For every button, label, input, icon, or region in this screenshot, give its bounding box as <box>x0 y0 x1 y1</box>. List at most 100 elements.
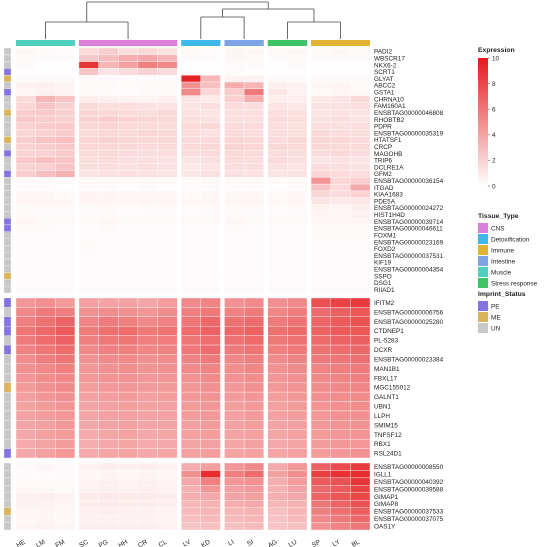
row-label: FOXM1 <box>374 232 396 239</box>
heatmap-cell <box>15 354 36 365</box>
heatmap-cell <box>287 149 308 158</box>
heatmap-cell <box>350 307 371 317</box>
heatmap-cell <box>15 507 36 516</box>
imprint-annotation-un <box>3 492 12 501</box>
heatmap-cell <box>118 122 139 130</box>
heatmap-cell <box>118 170 139 178</box>
row-label: FBXL17 <box>374 375 398 382</box>
heatmap-cell <box>224 363 245 374</box>
heatmap-cell <box>181 61 201 69</box>
heatmap-cell <box>78 514 99 523</box>
heatmap-cell <box>15 115 36 124</box>
heatmap-cell <box>157 129 178 137</box>
tissue-type-legend-swatch <box>478 278 488 288</box>
heatmap-cell <box>157 500 178 508</box>
heatmap-cell <box>55 183 76 192</box>
heatmap-cell <box>157 316 178 327</box>
heatmap-cell <box>137 61 158 69</box>
heatmap-cell <box>98 190 119 198</box>
heatmap-cell <box>350 401 371 412</box>
heatmap-cell <box>310 81 331 90</box>
heatmap-cell <box>243 354 264 365</box>
heatmap-cell <box>200 485 221 493</box>
heatmap-cell <box>98 149 119 158</box>
heatmap-cell <box>15 462 36 471</box>
heatmap-cell <box>118 316 139 327</box>
heatmap-cell <box>15 307 36 317</box>
heatmap-cell <box>330 363 351 374</box>
heatmap-cell <box>15 335 36 346</box>
heatmap-cell <box>224 183 245 192</box>
heatmap-cell <box>224 224 245 232</box>
heatmap-cell <box>310 95 331 103</box>
heatmap-cell <box>157 492 178 501</box>
heatmap-cell <box>181 183 201 192</box>
heatmap-cell <box>200 197 221 205</box>
heatmap-cell <box>15 522 36 531</box>
heatmap-cell <box>310 258 331 266</box>
heatmap-cell <box>55 109 76 117</box>
heatmap-cell <box>243 382 264 393</box>
heatmap-cell <box>98 102 119 110</box>
heatmap-cell <box>350 265 371 273</box>
column-label: LI <box>227 539 235 547</box>
heatmap-cell <box>15 122 36 130</box>
heatmap-cell <box>98 61 119 69</box>
heatmap-cell <box>350 129 371 137</box>
heatmap-cell <box>200 429 221 440</box>
heatmap-cell <box>287 190 308 198</box>
heatmap-cell <box>200 448 221 459</box>
heatmap-cell <box>350 47 371 55</box>
heatmap-cell <box>200 115 221 124</box>
heatmap-cell <box>287 258 308 266</box>
heatmap-cell <box>350 507 371 516</box>
heatmap-cell <box>137 500 158 508</box>
row-label: ENSBTAG00000037531 <box>374 253 444 260</box>
heatmap-cell <box>181 401 201 412</box>
tissue-annotation-muscle <box>16 40 75 46</box>
heatmap-cell <box>15 190 36 198</box>
row-label: ENSBTAG00000023169 <box>374 239 444 246</box>
heatmap-cell <box>243 95 264 103</box>
heatmap-cell <box>310 439 331 449</box>
heatmap-cell <box>200 204 221 212</box>
heatmap-cell <box>200 75 221 83</box>
heatmap-cell <box>224 429 245 440</box>
heatmap-cell <box>157 163 178 171</box>
heatmap-cell <box>118 344 139 355</box>
heatmap-cell <box>15 326 36 336</box>
tissue-type-legend-label: CNS <box>491 226 505 233</box>
heatmap-cell <box>55 204 76 212</box>
tissue-type-legend-swatch <box>478 234 488 244</box>
heatmap-cell <box>287 316 308 327</box>
heatmap-cell <box>330 61 351 69</box>
row-label: TRIP6 <box>374 158 393 165</box>
imprint-annotation-un <box>3 115 12 124</box>
heatmap-cell <box>224 462 245 471</box>
heatmap-cell <box>35 245 56 253</box>
heatmap-cell <box>137 95 158 103</box>
heatmap-cell <box>310 272 331 280</box>
imprint-annotation-un <box>3 500 12 508</box>
heatmap-cell <box>55 391 76 402</box>
heatmap-cell <box>310 217 331 226</box>
heatmap-cell <box>267 81 288 90</box>
heatmap-cell <box>267 477 288 486</box>
row-label: ABCC2 <box>374 83 396 90</box>
tissue-type-legend-label: Muscle <box>491 270 512 277</box>
heatmap-cell <box>350 95 371 103</box>
heatmap-cell <box>137 115 158 124</box>
heatmap-cell <box>243 373 264 383</box>
expression-tick-label: 4 <box>492 132 496 139</box>
heatmap-cell <box>267 251 288 260</box>
imprint-annotation-un <box>3 197 12 205</box>
heatmap-cell <box>55 211 76 219</box>
heatmap-cell <box>137 149 158 158</box>
row-label: DCXR <box>374 347 392 354</box>
heatmap-cell <box>15 265 36 273</box>
heatmap-cell <box>200 344 221 355</box>
heatmap-cell <box>267 115 288 124</box>
imprint-status-legend-swatch <box>478 301 488 311</box>
imprint-annotation-pe <box>3 297 12 308</box>
